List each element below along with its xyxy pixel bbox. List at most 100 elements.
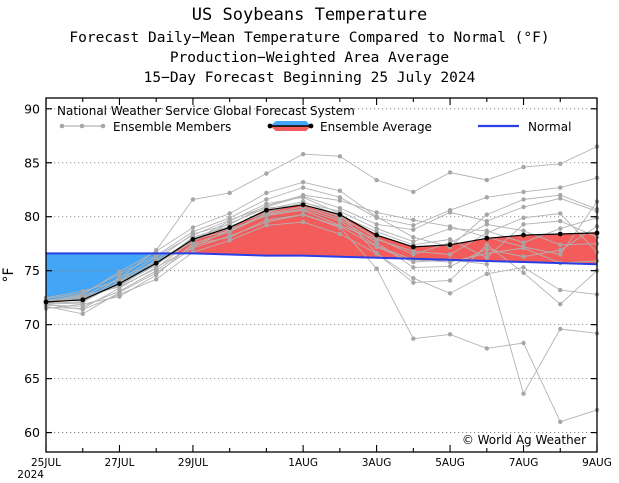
ensemble-average-point xyxy=(300,202,306,208)
legend-swatch-average-point xyxy=(267,123,273,129)
ensemble-member-point xyxy=(484,262,489,267)
y-axis-label: °F xyxy=(1,267,17,282)
ensemble-member-point xyxy=(447,237,453,242)
x-tick-label: 29JUL xyxy=(178,457,208,469)
ensemble-member-point xyxy=(264,223,269,228)
ensemble-member-point xyxy=(300,199,306,204)
ensemble-member-point xyxy=(484,251,489,256)
ensemble-member-point xyxy=(521,240,526,245)
ensemble-member-point xyxy=(447,332,453,337)
ensemble-member-point xyxy=(411,223,416,228)
ensemble-member-point xyxy=(521,204,526,210)
ensemble-member-point xyxy=(558,211,563,216)
ensemble-member-point xyxy=(337,223,343,228)
ensemble-member-point xyxy=(337,216,343,222)
ensemble-member-point xyxy=(337,231,343,237)
legend-swatch-members-point xyxy=(79,123,85,129)
ensemble-member-point xyxy=(484,177,489,183)
ensemble-member-point xyxy=(190,225,196,230)
y-tick-label: 70 xyxy=(24,317,40,332)
ensemble-member-point xyxy=(374,177,379,183)
ensemble-member-point xyxy=(558,196,563,201)
ensemble-member-point xyxy=(154,266,159,271)
ensemble-member-line xyxy=(45,206,598,303)
ensemble-member-point xyxy=(447,224,453,229)
ensemble-member-point xyxy=(264,171,269,176)
ensemble-average-point xyxy=(264,207,269,213)
ensemble-member-point xyxy=(484,230,489,236)
ensemble-member-point xyxy=(484,242,489,247)
ensemble-member-line xyxy=(45,208,598,309)
ensemble-average-point xyxy=(557,231,563,237)
ensemble-member-point xyxy=(558,161,563,167)
ensemble-member-point xyxy=(300,192,306,198)
legend-header: National Weather Service Global Forecast… xyxy=(57,104,355,118)
ensemble-average-point xyxy=(521,232,526,238)
ensemble-member-point xyxy=(411,276,416,281)
x-tick-label: 1AUG xyxy=(288,457,318,469)
ensemble-member-point xyxy=(337,205,343,211)
axes: 60 65 70 75 80 85 90 25JUL 27JUL 29JUL 1AUG 3AUG 5AU… xyxy=(1,98,612,481)
normal-series xyxy=(46,252,598,266)
ensemble-member-point xyxy=(117,288,122,294)
ensemble-member-point xyxy=(154,272,159,278)
ensemble-average-line xyxy=(45,204,598,303)
ensemble-member-point xyxy=(521,189,526,195)
ensemble-member-point xyxy=(154,254,159,259)
ensemble-member-point xyxy=(521,254,526,259)
y-tick-label: 80 xyxy=(24,209,40,224)
ensemble-member-point xyxy=(521,270,526,276)
ensemble-average-point xyxy=(337,212,343,217)
y-tick-label: 65 xyxy=(24,371,40,386)
ensemble-member-line xyxy=(45,201,598,305)
ensemble-member-point xyxy=(300,185,306,190)
ensemble-member-point xyxy=(300,219,306,225)
ensemble-member-line xyxy=(45,214,598,395)
ensemble-average-point xyxy=(190,236,196,242)
plot-frame xyxy=(45,97,598,453)
ensemble-member-point xyxy=(117,274,122,280)
legend-swatch-average-point xyxy=(308,123,314,129)
ensemble-member-point xyxy=(411,217,416,223)
ensemble-member-point xyxy=(374,266,379,271)
ensemble-member-point xyxy=(411,265,416,270)
y-tick-label: 60 xyxy=(24,425,40,440)
ensemble-member-line xyxy=(45,146,598,304)
ensemble-member-point xyxy=(521,265,526,270)
ensemble-member-point xyxy=(558,218,563,224)
ensemble-member-point xyxy=(411,336,416,341)
ensemble-member-point xyxy=(521,340,526,346)
ensemble-member-point xyxy=(374,226,379,231)
ensemble-member-point xyxy=(521,164,526,170)
warm-anomaly-fill xyxy=(559,232,598,265)
ensemble-member-point xyxy=(484,246,489,252)
ensemble-member-point xyxy=(300,151,306,157)
ensemble-member-point xyxy=(558,287,563,293)
ensemble-member-point xyxy=(117,269,122,274)
ensemble-member-point xyxy=(190,244,196,250)
ensemble-member-point xyxy=(337,154,343,159)
ensemble-member-point xyxy=(374,222,379,227)
ensemble-member-point xyxy=(300,212,306,217)
normal-line xyxy=(46,252,598,266)
ensemble-member-point xyxy=(80,311,85,317)
ensemble-member-point xyxy=(558,252,563,257)
ensemble-member-point xyxy=(264,211,269,216)
ensemble-member-point xyxy=(374,243,379,249)
ensemble-member-point xyxy=(227,238,232,243)
ensemble-member-point xyxy=(154,257,159,263)
ensemble-member-point xyxy=(374,229,379,235)
ensemble-member-point xyxy=(337,195,343,200)
legend: National Weather Service Global Forecast… xyxy=(57,104,571,134)
ensemble-member-point xyxy=(154,277,159,282)
x-tick-label: 3AUG xyxy=(362,457,392,469)
ensemble-member-line xyxy=(45,195,598,299)
ensemble-average-point xyxy=(80,297,86,303)
ensemble-average-point xyxy=(153,260,159,266)
ensemble-member-point xyxy=(411,252,416,257)
ensemble-member-point xyxy=(558,192,563,198)
copyright-text: © World Ag Weather xyxy=(462,433,586,447)
ensemble-member-point xyxy=(411,235,416,240)
ensemble-average-point xyxy=(410,244,416,250)
legend-label-members: Ensemble Members xyxy=(113,120,231,134)
